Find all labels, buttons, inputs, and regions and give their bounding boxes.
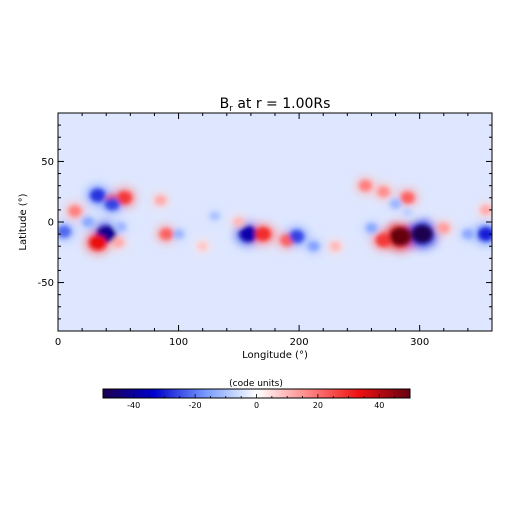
field-feature-2 <box>89 235 107 250</box>
y-tick-label: 0 <box>48 218 54 229</box>
colorbar-tick-label: -20 <box>189 401 202 410</box>
x-tick-label: 300 <box>410 337 429 348</box>
field-feature-11 <box>159 228 174 241</box>
field-feature-10 <box>82 216 94 228</box>
field-feature-4 <box>116 191 132 205</box>
field-feature-35 <box>197 241 208 251</box>
field-feature-25 <box>402 207 413 217</box>
field-feature-16 <box>255 227 271 241</box>
colorbar-tick-label: 0 <box>254 401 259 410</box>
field-feature-24 <box>389 199 402 209</box>
colorbar-label: (code units) <box>229 379 283 389</box>
field-features-core <box>58 180 492 252</box>
colorbar-tick-label: 20 <box>313 401 323 410</box>
field-feature-30 <box>437 223 450 234</box>
colorbar-tick-label: -40 <box>127 401 140 410</box>
field-feature-33 <box>480 205 492 215</box>
y-tick-label: -50 <box>38 278 54 289</box>
field-feature-28 <box>389 227 412 246</box>
field-feature-7 <box>104 197 120 211</box>
field-feature-15 <box>239 226 258 242</box>
field-feature-19 <box>307 241 320 252</box>
field-feature-20 <box>329 241 341 251</box>
colorbar-tick-label: 40 <box>374 401 384 410</box>
plot-area <box>58 113 492 331</box>
y-axis-label: Latitude (°) <box>18 193 29 250</box>
y-tick-label: 50 <box>41 157 54 168</box>
field-feature-21 <box>359 180 372 192</box>
field-feature-23 <box>400 191 415 204</box>
y-axis: -50 0 50 <box>38 112 492 332</box>
field-feature-1 <box>115 222 127 232</box>
x-tick-label: 0 <box>55 337 61 348</box>
field-feature-31 <box>462 229 474 240</box>
field-feature-22 <box>377 186 390 197</box>
field-feature-13 <box>154 195 167 206</box>
field-feature-3 <box>112 237 124 248</box>
field-feature-12 <box>172 229 185 239</box>
field-feature-29 <box>411 225 433 244</box>
field-feature-6 <box>90 188 106 202</box>
field-feature-8 <box>68 205 82 217</box>
x-axis-label: Longitude (°) <box>242 350 308 361</box>
field-feature-34 <box>209 211 221 221</box>
field-feature-18 <box>289 230 305 243</box>
x-axis: 0 100 200 300 <box>55 113 493 348</box>
x-tick-label: 200 <box>290 337 309 348</box>
field-feature-32 <box>478 227 492 241</box>
chart-title: Br at r = 1.00Rs <box>220 96 331 114</box>
colorbar-ticks: -40 -20 0 20 40 <box>117 394 396 410</box>
field-feature-26 <box>365 223 378 234</box>
field-feature-9 <box>58 225 71 238</box>
field-feature-27 <box>375 233 392 247</box>
field-feature-14 <box>233 217 245 227</box>
x-tick-label: 100 <box>169 337 188 348</box>
